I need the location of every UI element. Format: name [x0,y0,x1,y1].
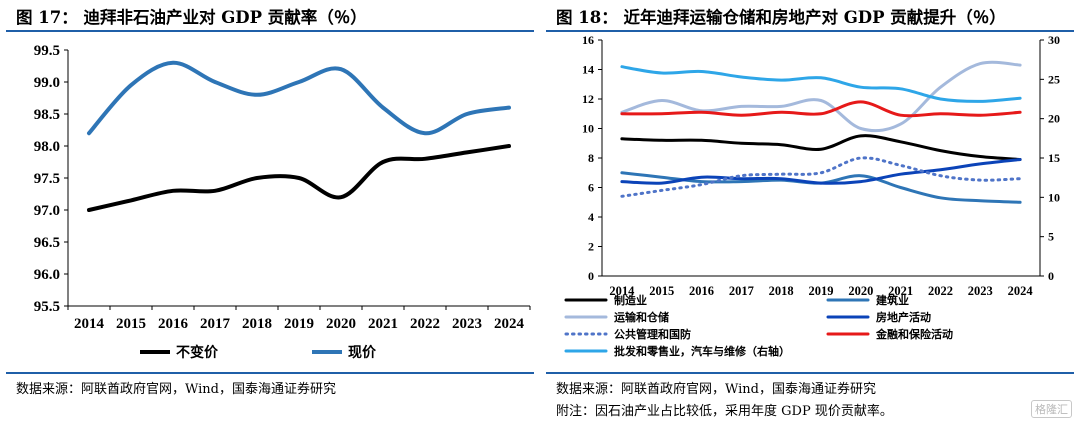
left-y-tick-label: 99.0 [34,75,60,91]
left-x-tick-label: 2017 [200,316,231,332]
right-line-chart: 0 2 4 6 8 10 12 14 16 0 5 10 15 20 25 30 2014 2015 2016 201… [564,33,1060,358]
left-y-tick-label: 99.5 [34,43,60,59]
left-y-tick-label: 97.0 [34,203,60,219]
left-source-rule [6,372,534,374]
left-y-tick-label: 98.5 [34,107,60,123]
right-chart-title: 图 18： 近年迪拜运输仓储和房地产对 GDP 贡献提升（％） [556,8,1006,27]
left-y-tick-label: 98.0 [34,139,60,155]
left-x-tick-label: 2016 [158,316,189,332]
right-legend-label-5: 金融和保险活动 [875,327,953,341]
right-left-y-tick-label: 0 [588,269,594,283]
left-chart-title: 图 17： 迪拜非石油产业对 GDP 贡献率（％） [16,8,367,27]
left-x-tick-label: 2022 [410,316,440,332]
right-left-y-tick-label: 2 [588,240,594,254]
right-left-y-tick-label: 6 [588,181,594,195]
right-legend-label-3: 房地产活动 [876,310,931,324]
left-y-tick-label: 96.5 [34,235,60,251]
left-y-tick-label: 97.5 [34,171,60,187]
left-panel: 图 17： 迪拜非石油产业对 GDP 贡献率（％） 95.5 96.0 96.5 97… [6,8,534,397]
left-y-tick-label: 95.5 [34,299,60,315]
left-x-tick-label: 2021 [368,316,398,332]
left-x-tick-label: 2020 [326,316,356,332]
right-right-y-tick-label: 5 [1048,230,1054,244]
right-series-line-0 [620,134,1022,161]
right-x-tick-label: 2023 [968,284,993,298]
right-right-y-tick-label: 25 [1048,72,1060,86]
right-x-tick-label: 2016 [689,284,714,298]
left-x-tick-label: 2024 [494,316,525,332]
right-right-y-tick-label: 30 [1048,33,1060,47]
right-series-line-3 [620,158,1022,185]
left-x-tick-label: 2023 [452,316,482,332]
right-x-tick-label: 2021 [888,284,913,298]
left-series-line-1 [87,60,511,136]
right-legend-label-0: 制造业 [614,293,647,307]
right-x-tick-label: 2024 [1008,284,1034,298]
right-series-line-6 [620,65,1022,103]
watermark-logo: 格隆汇 [1031,400,1072,418]
left-y-tick-label: 96.0 [34,267,60,283]
left-x-tick-label: 2014 [74,316,105,332]
right-legend-label-2: 运输和仓储 [614,310,669,324]
left-x-tick-label: 2018 [242,316,272,332]
right-x-tick-label: 2022 [928,284,953,298]
right-source-rule [546,372,1074,374]
right-x-tick-label: 2019 [809,284,834,298]
right-left-y-tick-label: 8 [588,151,594,165]
left-x-tick-label: 2019 [284,316,314,332]
right-right-y-tick-label: 10 [1048,190,1060,204]
right-x-tick-label: 2017 [729,284,754,298]
right-series-line-4 [620,156,1022,198]
right-right-y-tick-label: 20 [1048,112,1060,126]
right-left-y-tick-label: 14 [582,63,594,77]
right-x-tick-label: 2020 [848,284,873,298]
right-legend-label-1: 建筑业 [876,293,909,307]
left-source: 数据来源：阿联酋政府官网，Wind，国泰海通证券研究 [16,382,336,397]
right-right-y-tick-label: 0 [1048,269,1054,283]
right-right-y-tick-label: 15 [1048,151,1060,165]
right-series-line-5 [620,100,1022,118]
left-line-chart: 95.5 96.0 96.5 97.0 97.5 98.0 98.5 99.0 99.5 2014… [34,43,531,361]
right-x-tick-label: 2014 [609,284,635,298]
right-series-line-2 [620,60,1022,133]
right-legend-label-6: 批发和零售业，汽车与维修（右轴） [614,344,790,358]
left-legend-label-1: 现价 [348,345,377,361]
right-left-y-tick-label: 4 [588,210,594,224]
right-title-rule [546,30,1074,32]
right-left-y-tick-label: 16 [582,33,594,47]
right-panel: 图 18： 近年迪拜运输仓储和房地产对 GDP 贡献提升（％） 0 2 4 6 8 10 1… [540,0,1080,424]
left-series-line-0 [87,144,511,212]
left-legend-label-0: 不变价 [176,344,219,361]
left-title-rule [6,30,534,32]
right-note: 附注：因石油产业占比较低，采用年度 GDP 现价贡献率。 [556,404,893,419]
right-left-y-tick-label: 10 [582,122,594,136]
right-x-tick-label: 2018 [769,284,794,298]
right-left-y-tick-label: 12 [582,92,594,106]
left-x-tick-label: 2015 [116,316,146,332]
right-x-tick-label: 2015 [649,284,674,298]
right-legend-label-4: 公共管理和国防 [614,327,691,341]
watermark-text: 格隆汇 [1035,403,1068,416]
right-source: 数据来源：阿联酋政府官网，Wind，国泰海通证券研究 [556,382,876,397]
